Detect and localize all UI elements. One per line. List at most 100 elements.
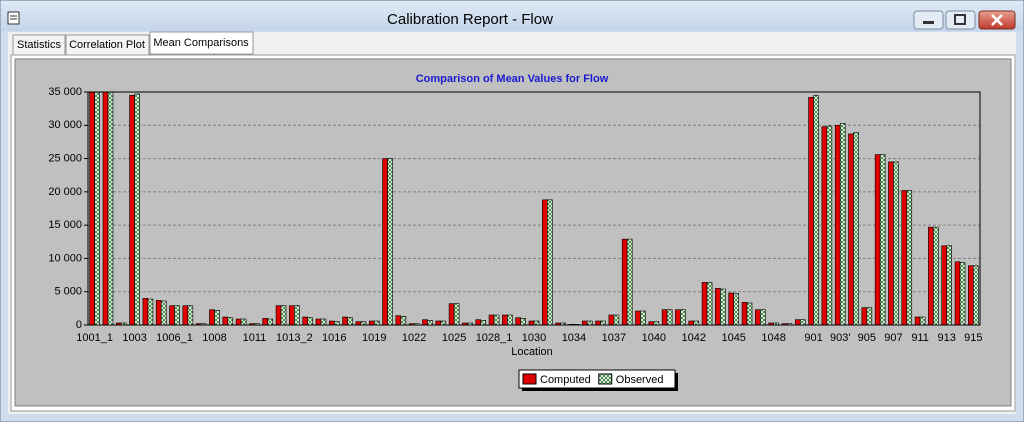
bar: [941, 245, 948, 326]
bar: [533, 320, 540, 326]
bar: [169, 305, 175, 326]
bar: [89, 91, 95, 326]
title-bar: [1, 1, 1023, 31]
bar: [289, 305, 295, 326]
bar: [728, 292, 735, 326]
bar: [182, 305, 189, 326]
bar: [262, 318, 269, 326]
bar: [733, 293, 740, 326]
bar: [821, 126, 828, 326]
x-tick-label: 1011: [243, 332, 267, 344]
restore-button[interactable]: [945, 10, 976, 30]
x-tick-label: 1034: [562, 332, 586, 344]
bar: [267, 318, 274, 326]
active-tab[interactable]: [149, 31, 254, 55]
bar: [142, 298, 149, 326]
bar: [240, 318, 247, 326]
x-tick-label: 1028_1: [476, 332, 513, 344]
bar: [906, 190, 913, 326]
bar: [515, 317, 521, 326]
bar: [160, 300, 167, 326]
bar: [280, 305, 287, 326]
bar: [275, 305, 282, 326]
bar: [706, 282, 713, 326]
bar: [675, 309, 681, 326]
bar: [848, 133, 854, 326]
bar: [493, 314, 500, 326]
y-tick-label: 5 000: [54, 286, 82, 298]
bar: [919, 316, 926, 326]
bar: [302, 316, 308, 326]
bar: [839, 122, 846, 326]
bar: [701, 282, 708, 326]
x-tick-label: 905: [858, 332, 876, 344]
bar: [235, 318, 242, 326]
plot-area: [87, 91, 981, 326]
minimize-icon: [923, 21, 934, 24]
bar: [666, 309, 673, 326]
bar: [928, 226, 934, 326]
y-tick-label: 25 000: [48, 152, 82, 164]
bar: [914, 316, 921, 326]
legend-swatch: [522, 373, 537, 385]
bar: [480, 320, 487, 326]
bar: [808, 97, 814, 326]
app-icon: [7, 11, 20, 25]
bar: [621, 238, 628, 326]
bar: [129, 95, 135, 326]
bar: [209, 309, 215, 326]
x-tick-label: 1001_1: [76, 332, 113, 344]
bar: [973, 265, 979, 326]
bar: [520, 318, 526, 326]
x-tick-label: 901: [804, 332, 822, 344]
bar: [440, 320, 447, 326]
minimize-button[interactable]: [913, 10, 944, 30]
bar: [755, 309, 761, 326]
tab-label[interactable]: Correlation Plot: [69, 39, 145, 51]
bar: [581, 320, 588, 326]
bar: [222, 316, 229, 326]
bar: [427, 320, 433, 326]
bar: [954, 261, 961, 326]
bar: [600, 320, 606, 326]
x-tick-label: 1016: [322, 332, 346, 344]
bar: [640, 310, 646, 326]
x-tick-label: 1048: [761, 332, 785, 344]
bar: [946, 245, 953, 326]
bar: [307, 317, 313, 326]
bar: [147, 298, 154, 326]
bar: [134, 93, 140, 326]
bar: [453, 303, 460, 326]
restore-icon: [954, 14, 966, 25]
bar: [422, 319, 428, 326]
bar: [866, 307, 873, 326]
y-tick-label: 0: [76, 319, 82, 331]
bar: [715, 288, 721, 326]
bar: [635, 310, 641, 326]
bar: [342, 316, 348, 326]
bar: [435, 320, 442, 326]
bar: [720, 288, 726, 326]
bar: [826, 125, 833, 326]
bar: [94, 91, 100, 326]
tab-label[interactable]: Mean Comparisons: [153, 37, 249, 49]
close-icon: [991, 14, 1003, 26]
bar: [693, 320, 700, 326]
bar: [661, 309, 668, 326]
bar: [328, 320, 335, 326]
x-tick-label: 907: [884, 332, 902, 344]
tab-label[interactable]: Statistics: [17, 39, 62, 51]
bar: [214, 310, 220, 326]
y-tick-label: 10 000: [48, 252, 82, 264]
bar: [502, 314, 508, 326]
bar: [613, 314, 620, 326]
y-tick-label: 20 000: [48, 186, 82, 198]
x-tick-label: 1003: [122, 332, 146, 344]
bar: [741, 302, 748, 326]
bar: [933, 226, 939, 326]
bar: [102, 91, 109, 326]
x-axis-label: Location: [511, 346, 553, 358]
window-title: Calibration Report - Flow: [387, 11, 553, 28]
